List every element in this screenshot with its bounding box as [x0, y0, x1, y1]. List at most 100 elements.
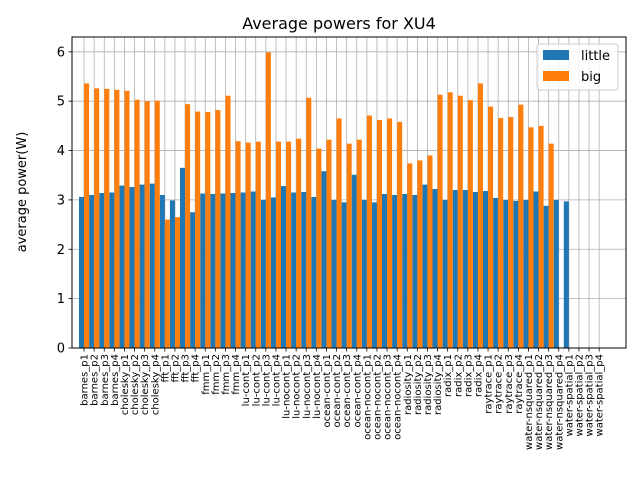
- bar-little-raytrace_p4: [513, 200, 519, 348]
- bar-big-lu-nocont_p1: [286, 141, 292, 348]
- x-tick-label: fmm_p3: [221, 354, 232, 395]
- bar-big-radix_p2: [457, 95, 463, 348]
- x-tick-label: lu-cont_p4: [271, 354, 282, 406]
- bar-little-ocean-cont_p2: [331, 199, 337, 348]
- bar-little-water-nsquared_p3: [543, 205, 549, 348]
- x-tick-label: radiosity_p1: [403, 354, 414, 415]
- x-tick-label: water-spatial_p3: [585, 354, 596, 436]
- bar-big-lu-cont_p4: [275, 141, 281, 348]
- x-tick-label: fft_p4: [191, 354, 202, 383]
- bar-little-water-nsquared_p4: [553, 199, 559, 348]
- bar-big-ocean-nocont_p2: [376, 119, 382, 348]
- bar-little-barnes_p3: [99, 192, 105, 348]
- legend-swatch-big: [543, 71, 569, 81]
- bar-big-radix_p3: [467, 100, 473, 348]
- bar-little-lu-cont_p2: [250, 191, 256, 348]
- bar-little-ocean-cont_p1: [321, 171, 327, 348]
- bar-little-lu-cont_p4: [270, 197, 276, 348]
- bar-little-radix_p4: [472, 192, 478, 348]
- x-tick-label: water-nsquared_p2: [534, 354, 545, 450]
- bar-little-water-spatial_p1: [563, 201, 569, 348]
- bar-little-fmm_p4: [230, 192, 236, 348]
- bar-big-fft_p3: [185, 104, 191, 348]
- bar-big-lu-nocont_p4: [316, 148, 322, 348]
- bar-big-radix_p4: [477, 83, 483, 349]
- bar-big-barnes_p2: [94, 88, 100, 348]
- x-tick-label: barnes_p1: [80, 354, 91, 406]
- bar-big-water-nsquared_p2: [538, 125, 544, 348]
- bar-little-ocean-nocont_p1: [361, 199, 367, 348]
- x-tick-label: cholesky_p2: [130, 354, 141, 415]
- bar-big-barnes_p1: [84, 83, 90, 349]
- x-tick-label: radiosity_p4: [433, 354, 444, 415]
- bar-little-fmm_p1: [200, 193, 206, 348]
- x-tick-label: ocean-nocont_p1: [362, 354, 373, 440]
- x-tick-label: lu-nocont_p3: [302, 354, 313, 419]
- bar-big-water-nsquared_p3: [548, 143, 554, 348]
- bar-little-ocean-nocont_p2: [371, 202, 377, 348]
- bar-big-fft_p4: [195, 111, 201, 349]
- bar-little-radix_p3: [462, 190, 468, 348]
- x-tick-label: ocean-nocont_p3: [383, 354, 394, 440]
- bar-little-lu-cont_p3: [260, 199, 266, 348]
- bar-little-water-nsquared_p2: [533, 191, 539, 348]
- x-tick-label: radix_p4: [473, 354, 484, 397]
- bar-little-lu-nocont_p2: [291, 192, 297, 348]
- bar-little-radix_p2: [452, 190, 458, 348]
- legend-swatch-little: [543, 50, 569, 60]
- bar-little-raytrace_p3: [503, 199, 509, 348]
- bar-little-ocean-cont_p4: [351, 174, 357, 348]
- bar-big-radiosity_p1: [407, 163, 413, 348]
- x-tick-label: radiosity_p2: [413, 354, 424, 415]
- x-tick-label: fmm_p4: [231, 354, 242, 395]
- x-tick-label: water-nsquared_p3: [544, 354, 555, 450]
- y-tick-label: 5: [57, 95, 65, 110]
- y-axis: 0 1 2 3 4 5 6: [57, 45, 72, 357]
- x-tick-label: raytrace_p1: [484, 354, 495, 414]
- x-tick-label: fft_p3: [181, 354, 192, 383]
- y-tick-label: 3: [57, 193, 65, 208]
- bar-big-cholesky_p1: [124, 90, 130, 349]
- bar-little-fft_p4: [190, 212, 196, 348]
- x-tick-label: ocean-cont_p3: [342, 354, 353, 427]
- bar-big-fft_p1: [164, 219, 170, 348]
- legend: little big: [536, 43, 619, 91]
- y-tick-label: 4: [57, 144, 65, 159]
- bar-little-raytrace_p2: [493, 197, 499, 348]
- bar-big-fmm_p1: [205, 112, 211, 349]
- bar-big-radiosity_p4: [437, 94, 443, 348]
- bar-big-raytrace_p1: [488, 106, 494, 348]
- x-tick-label: radiosity_p3: [423, 354, 434, 415]
- x-tick-label: radix_p1: [443, 354, 454, 397]
- bar-little-radiosity_p4: [432, 189, 438, 348]
- bar-big-barnes_p3: [104, 88, 110, 348]
- x-tick-label: lu-cont_p3: [261, 354, 272, 406]
- bar-big-water-nsquared_p1: [528, 127, 534, 348]
- x-tick-label: lu-nocont_p2: [292, 354, 303, 419]
- x-tick-label: lu-nocont_p1: [282, 354, 293, 419]
- x-tick-label: ocean-cont_p4: [352, 354, 363, 427]
- bar-little-lu-nocont_p4: [311, 196, 317, 348]
- x-tick-label: cholesky_p3: [140, 354, 151, 415]
- bar-little-lu-cont_p1: [240, 192, 246, 348]
- y-tick-label: 0: [57, 342, 65, 357]
- bar-little-fft_p2: [169, 200, 175, 348]
- bar-little-barnes_p4: [109, 192, 115, 348]
- y-tick-label: 6: [57, 45, 65, 60]
- x-tick-label: radix_p3: [463, 354, 474, 397]
- bar-little-lu-nocont_p1: [281, 186, 287, 348]
- x-tick-label: radix_p2: [453, 354, 464, 397]
- bar-little-water-nsquared_p1: [523, 199, 529, 348]
- bar-big-barnes_p4: [114, 89, 120, 349]
- bar-big-radiosity_p2: [417, 160, 423, 348]
- bar-big-lu-nocont_p2: [296, 138, 302, 348]
- x-tick-label: barnes_p4: [110, 354, 121, 406]
- x-tick-label: water-spatial_p1: [564, 354, 575, 436]
- bar-big-fmm_p4: [235, 141, 241, 348]
- bar-little-radix_p1: [442, 199, 448, 348]
- x-tick-label: ocean-cont_p2: [332, 354, 343, 427]
- bar-big-raytrace_p3: [508, 116, 514, 348]
- bar-big-ocean-cont_p4: [356, 139, 362, 348]
